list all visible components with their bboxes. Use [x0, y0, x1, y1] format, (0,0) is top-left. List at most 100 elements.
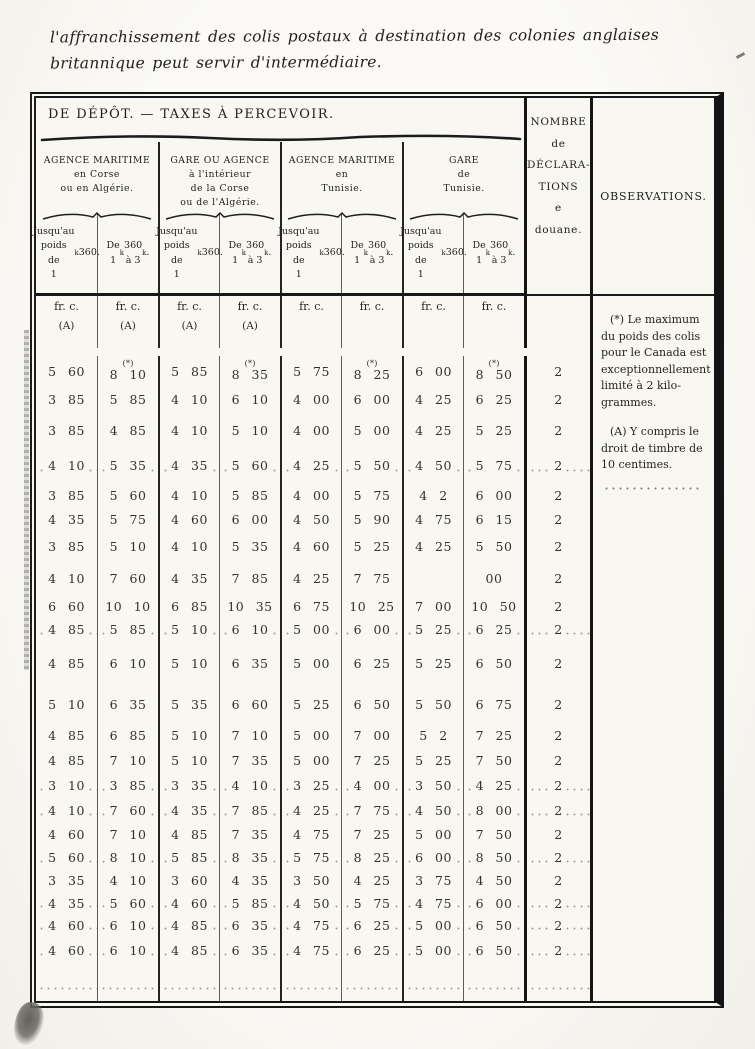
declarations-count: 2: [524, 594, 590, 618]
scan-smudge: [24, 330, 29, 670]
rate-cell: 5 25: [341, 530, 402, 562]
rate-cell: 6 75: [463, 685, 524, 723]
rate-value: 4 75: [290, 942, 333, 958]
rate-value: 4 35: [45, 895, 88, 911]
rate-value: 7 00: [415, 598, 452, 614]
rate-cell: 6 25: [463, 386, 524, 412]
rate-value: 4 85: [171, 827, 208, 842]
rate-cell: [402, 562, 463, 594]
rate-cell: 5 85: [219, 482, 280, 508]
rate-value: 3 85: [106, 778, 150, 793]
rate-value: 4 35: [48, 511, 85, 527]
rate-cell: 8 25: [341, 846, 402, 869]
rate-cell: 5 85: [158, 356, 219, 386]
rate-value: 4 10: [45, 803, 88, 818]
rate-value: 6 50: [472, 942, 516, 958]
rate-cell: 4 25: [402, 530, 463, 562]
rate-cell: 7 60: [97, 798, 158, 823]
declarations-count: 2: [524, 685, 590, 723]
unit-cell: fr. c. (A): [36, 296, 97, 348]
star-note-marker: (*): [366, 358, 378, 369]
rate-cell: 3 50: [402, 773, 463, 798]
rate-value: 7 10: [109, 753, 147, 768]
dotted-leader: [603, 486, 703, 490]
rate-cell: 5 00: [402, 914, 463, 936]
table-row: 3 85 5 60 4 10 5 85 4 00 5 75 4 2 6 00 2: [36, 482, 590, 508]
rate-value: 4 00: [293, 422, 330, 438]
rate-value: 3 85: [48, 422, 85, 438]
rate-value: 5 25: [293, 696, 330, 712]
rate-value: 4 10: [171, 422, 208, 438]
rate-cell: 4 60: [36, 823, 97, 846]
table-row: 4 60 7 10 4 85 7 35 4 75 7 25 5 00 7 50 2: [36, 823, 590, 846]
rate-value: 5 90: [353, 511, 391, 527]
rate-cell: 6 85: [97, 723, 158, 748]
rate-cell: 3 85: [36, 530, 97, 562]
rate-cell: 5 10: [158, 641, 219, 685]
declarations-count: 2: [524, 412, 590, 448]
unit-label: fr. c.: [54, 300, 79, 313]
rate-cell: 5 00: [341, 412, 402, 448]
rate-cell: 6 50: [463, 936, 524, 964]
rate-value: 4 2: [419, 487, 448, 503]
rate-value: 8 35: [231, 367, 269, 383]
rate-value: 6 50: [475, 655, 513, 671]
rate-cell: 5 75: [463, 448, 524, 482]
rate-value: 4 10: [171, 391, 208, 407]
rate-value: 4 60: [293, 538, 330, 554]
brace-decoration: [409, 211, 519, 220]
rate-cell: 4 25: [341, 869, 402, 892]
rate-value: 5 50: [415, 696, 452, 712]
rate-value: 4 85: [109, 422, 147, 438]
rate-value: 5 35: [171, 696, 208, 712]
rate-value: 8 25: [350, 850, 394, 865]
declarations-count: 2: [524, 869, 590, 892]
rate-value: 7 25: [475, 728, 513, 743]
rate-value: 5 75: [472, 457, 516, 473]
note-a-marker: (A): [58, 320, 75, 332]
rate-value: 5 50: [350, 457, 394, 473]
rate-value: 4 50: [293, 511, 330, 527]
rate-value: 5 25: [415, 753, 452, 768]
declarations-count: 2: [524, 448, 590, 482]
rate-cell: 6 35: [219, 936, 280, 964]
rate-value: 5 85: [106, 622, 150, 637]
note-a-marker: (A): [242, 320, 258, 332]
rate-cell: 5 25: [402, 641, 463, 685]
subcolumn-header-upto: Jusqu'au poids de 1 k 360.: [156, 214, 223, 293]
rate-cell: 6 50: [463, 914, 524, 936]
rate-value: 6 35: [228, 942, 272, 958]
observations-notes: (*) Le maximum du poids des colis pour l…: [593, 296, 714, 490]
unit-cell: fr. c.: [341, 296, 402, 348]
rate-value: 5 85: [168, 850, 211, 865]
rate-cell: 4 35: [36, 892, 97, 914]
rate-cell: 6 00: [463, 892, 524, 914]
declarations-value: 2: [551, 457, 566, 473]
rate-cell: 5 60: [36, 846, 97, 869]
rate-value: 7 00: [353, 728, 391, 743]
rate-value: 5 75: [350, 895, 394, 911]
rate-cell: 10 50: [463, 594, 524, 618]
rate-cell: 3 60: [158, 869, 219, 892]
rate-value: 6 35: [228, 917, 272, 933]
rate-value: 5 60: [48, 363, 85, 379]
rate-cell: 7 50: [463, 748, 524, 773]
rate-cell: 8 35: [219, 846, 280, 869]
empty-cell: [402, 964, 463, 1001]
rate-value: 5 50: [475, 538, 513, 554]
subcolumn-header-upto: Jusqu'au poids de 1 k 360.: [400, 214, 467, 293]
rate-value: 4 75: [293, 827, 330, 842]
table-row: 4 35 5 75 4 60 6 00 4 50 5 90 4 75 6 15 2: [36, 508, 590, 530]
declarations-value: 2: [554, 391, 563, 407]
rate-value: 5 75: [109, 511, 147, 527]
rate-cell: 6 00: [402, 846, 463, 869]
rate-value: 4 25: [290, 457, 333, 473]
group-header-row: AGENCE MARITIME en Corse ou en Algérie. GA…: [36, 142, 524, 221]
unit-label: fr. c.: [359, 300, 385, 313]
rate-value: 6 10: [231, 391, 269, 407]
rate-cell: 7 00: [341, 723, 402, 748]
rate-cell: 4 00: [280, 412, 341, 448]
rate-cell: 6 15: [463, 508, 524, 530]
rate-cell: 7 75: [341, 562, 402, 594]
